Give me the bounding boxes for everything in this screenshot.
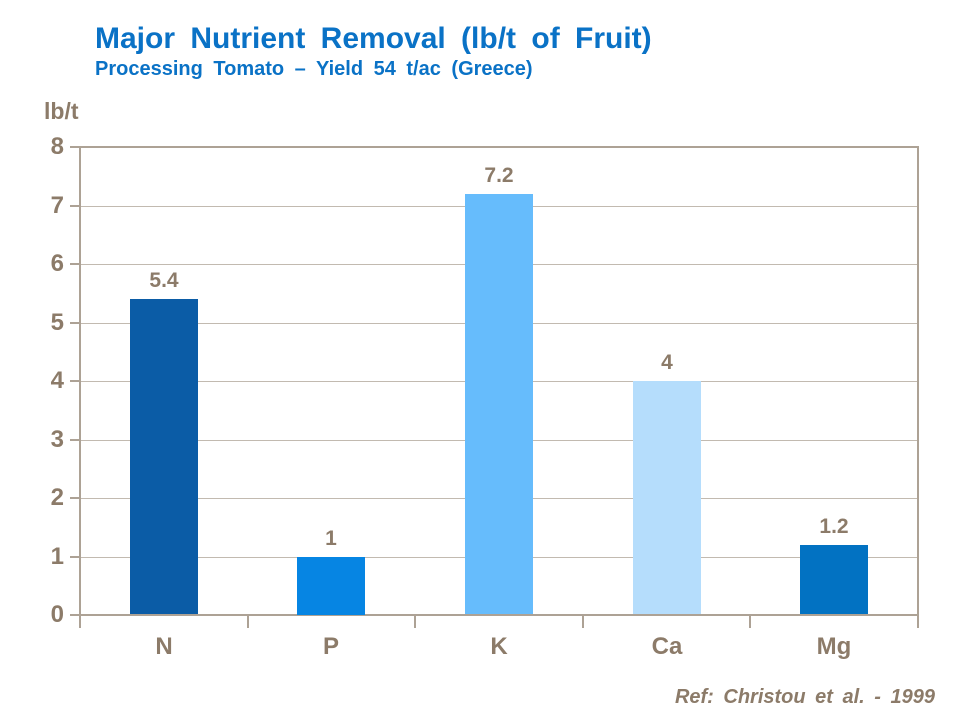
y-tick-0 [70,614,80,616]
x-category-label-Ca: Ca [651,633,683,660]
value-label-Mg: 1.2 [819,515,849,538]
plot-frame-right [917,146,919,616]
value-label-K: 7.2 [484,164,514,187]
y-tick-6 [70,263,80,265]
bar-Ca [633,381,701,614]
y-tick-8 [70,146,80,148]
value-label-N: 5.4 [149,269,179,292]
value-label-P: 1 [325,527,337,550]
bar-Mg [800,545,868,614]
y-axis-line [79,146,81,616]
x-tick-2 [414,615,416,628]
y-tick-7 [70,205,80,207]
y-tick-label-1: 1 [50,543,64,570]
plot-frame-bottom [79,614,919,616]
x-tick-1 [247,615,249,628]
x-tick-0 [79,615,81,628]
y-tick-4 [70,380,80,382]
y-tick-label-6: 6 [50,250,64,277]
y-tick-label-7: 7 [50,192,64,219]
y-tick-2 [70,497,80,499]
y-axis-unit-label: lb/t [44,98,79,124]
y-tick-label-3: 3 [50,426,64,453]
plot-frame-top [79,146,919,148]
y-tick-1 [70,556,80,558]
reference-text: Ref: Christou et al. - 1999 [674,686,935,708]
bar-N [130,299,198,614]
x-category-label-P: P [322,633,339,660]
bar-P [297,557,365,615]
x-tick-5 [917,615,919,628]
y-tick-label-2: 2 [50,484,64,511]
x-category-label-N: N [155,633,173,660]
bar-K [465,194,533,614]
x-category-label-Mg: Mg [816,633,852,660]
y-tick-3 [70,439,80,441]
y-tick-5 [70,322,80,324]
x-category-label-K: K [490,633,508,660]
value-label-Ca: 4 [661,351,673,374]
chart-title: Major Nutrient Removal (lb/t of Fruit) [95,22,652,55]
y-tick-label-5: 5 [50,309,64,336]
y-tick-label-8: 8 [50,133,64,160]
x-tick-4 [749,615,751,628]
x-tick-3 [582,615,584,628]
chart-subtitle: Processing Tomato – Yield 54 t/ac (Greec… [95,58,533,80]
y-tick-label-4: 4 [50,367,64,394]
y-tick-label-0: 0 [50,601,64,628]
